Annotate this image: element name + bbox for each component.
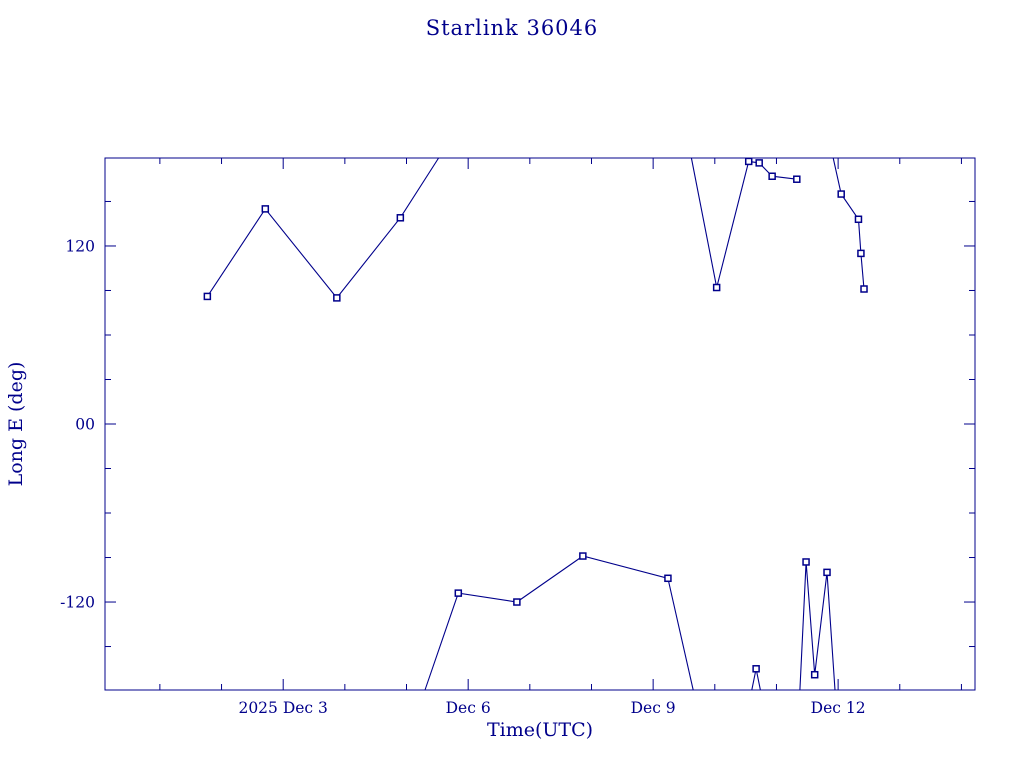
data-point-marker: [261, 205, 270, 213]
y-tick-label: -120: [60, 594, 95, 612]
y-tick-label: 120: [65, 237, 95, 255]
data-line-segment: [206, 157, 440, 299]
y-tick-label: 00: [75, 416, 95, 434]
x-axis-label: Time(UTC): [486, 719, 594, 741]
axis-tick-labels: 2025 Dec 3 Dec 6 Dec 9 Dec 12 120 00 -120: [60, 237, 865, 717]
data-point-marker: [810, 670, 819, 679]
data-point-marker: [854, 215, 863, 224]
data-point-marker: [837, 190, 845, 198]
data-point-marker: [664, 574, 672, 583]
plot-frame: [104, 157, 976, 691]
data-line-segment: [799, 561, 836, 691]
data-point-marker: [793, 175, 801, 183]
data-point-marker: [333, 294, 341, 302]
chart-title: Starlink 36046: [425, 16, 599, 40]
data-point-marker: [857, 249, 865, 258]
data-point-marker: [203, 292, 212, 301]
x-tick-label: Dec 9: [631, 699, 676, 717]
data-point-marker: [454, 589, 463, 597]
data-line-segment: [690, 157, 797, 288]
data-point-marker: [802, 558, 810, 566]
data-point-marker: [752, 665, 760, 673]
data-point-marker: [396, 214, 405, 222]
data-point-marker: [712, 283, 721, 292]
data-series: [203, 157, 868, 691]
data-point-marker: [755, 159, 763, 167]
data-point-marker: [860, 285, 868, 293]
x-tick-label: Dec 6: [446, 699, 491, 717]
data-point-marker: [823, 568, 831, 577]
data-line-segment: [424, 555, 694, 691]
data-point-marker: [744, 157, 753, 166]
axis-ticks: [105, 158, 975, 690]
data-point-marker: [768, 172, 776, 180]
data-point-marker: [579, 552, 587, 560]
data-line-segment: [832, 157, 865, 290]
x-tick-label: 2025 Dec 3: [238, 699, 327, 717]
data-point-marker: [513, 598, 521, 606]
x-tick-label: Dec 12: [811, 699, 866, 717]
